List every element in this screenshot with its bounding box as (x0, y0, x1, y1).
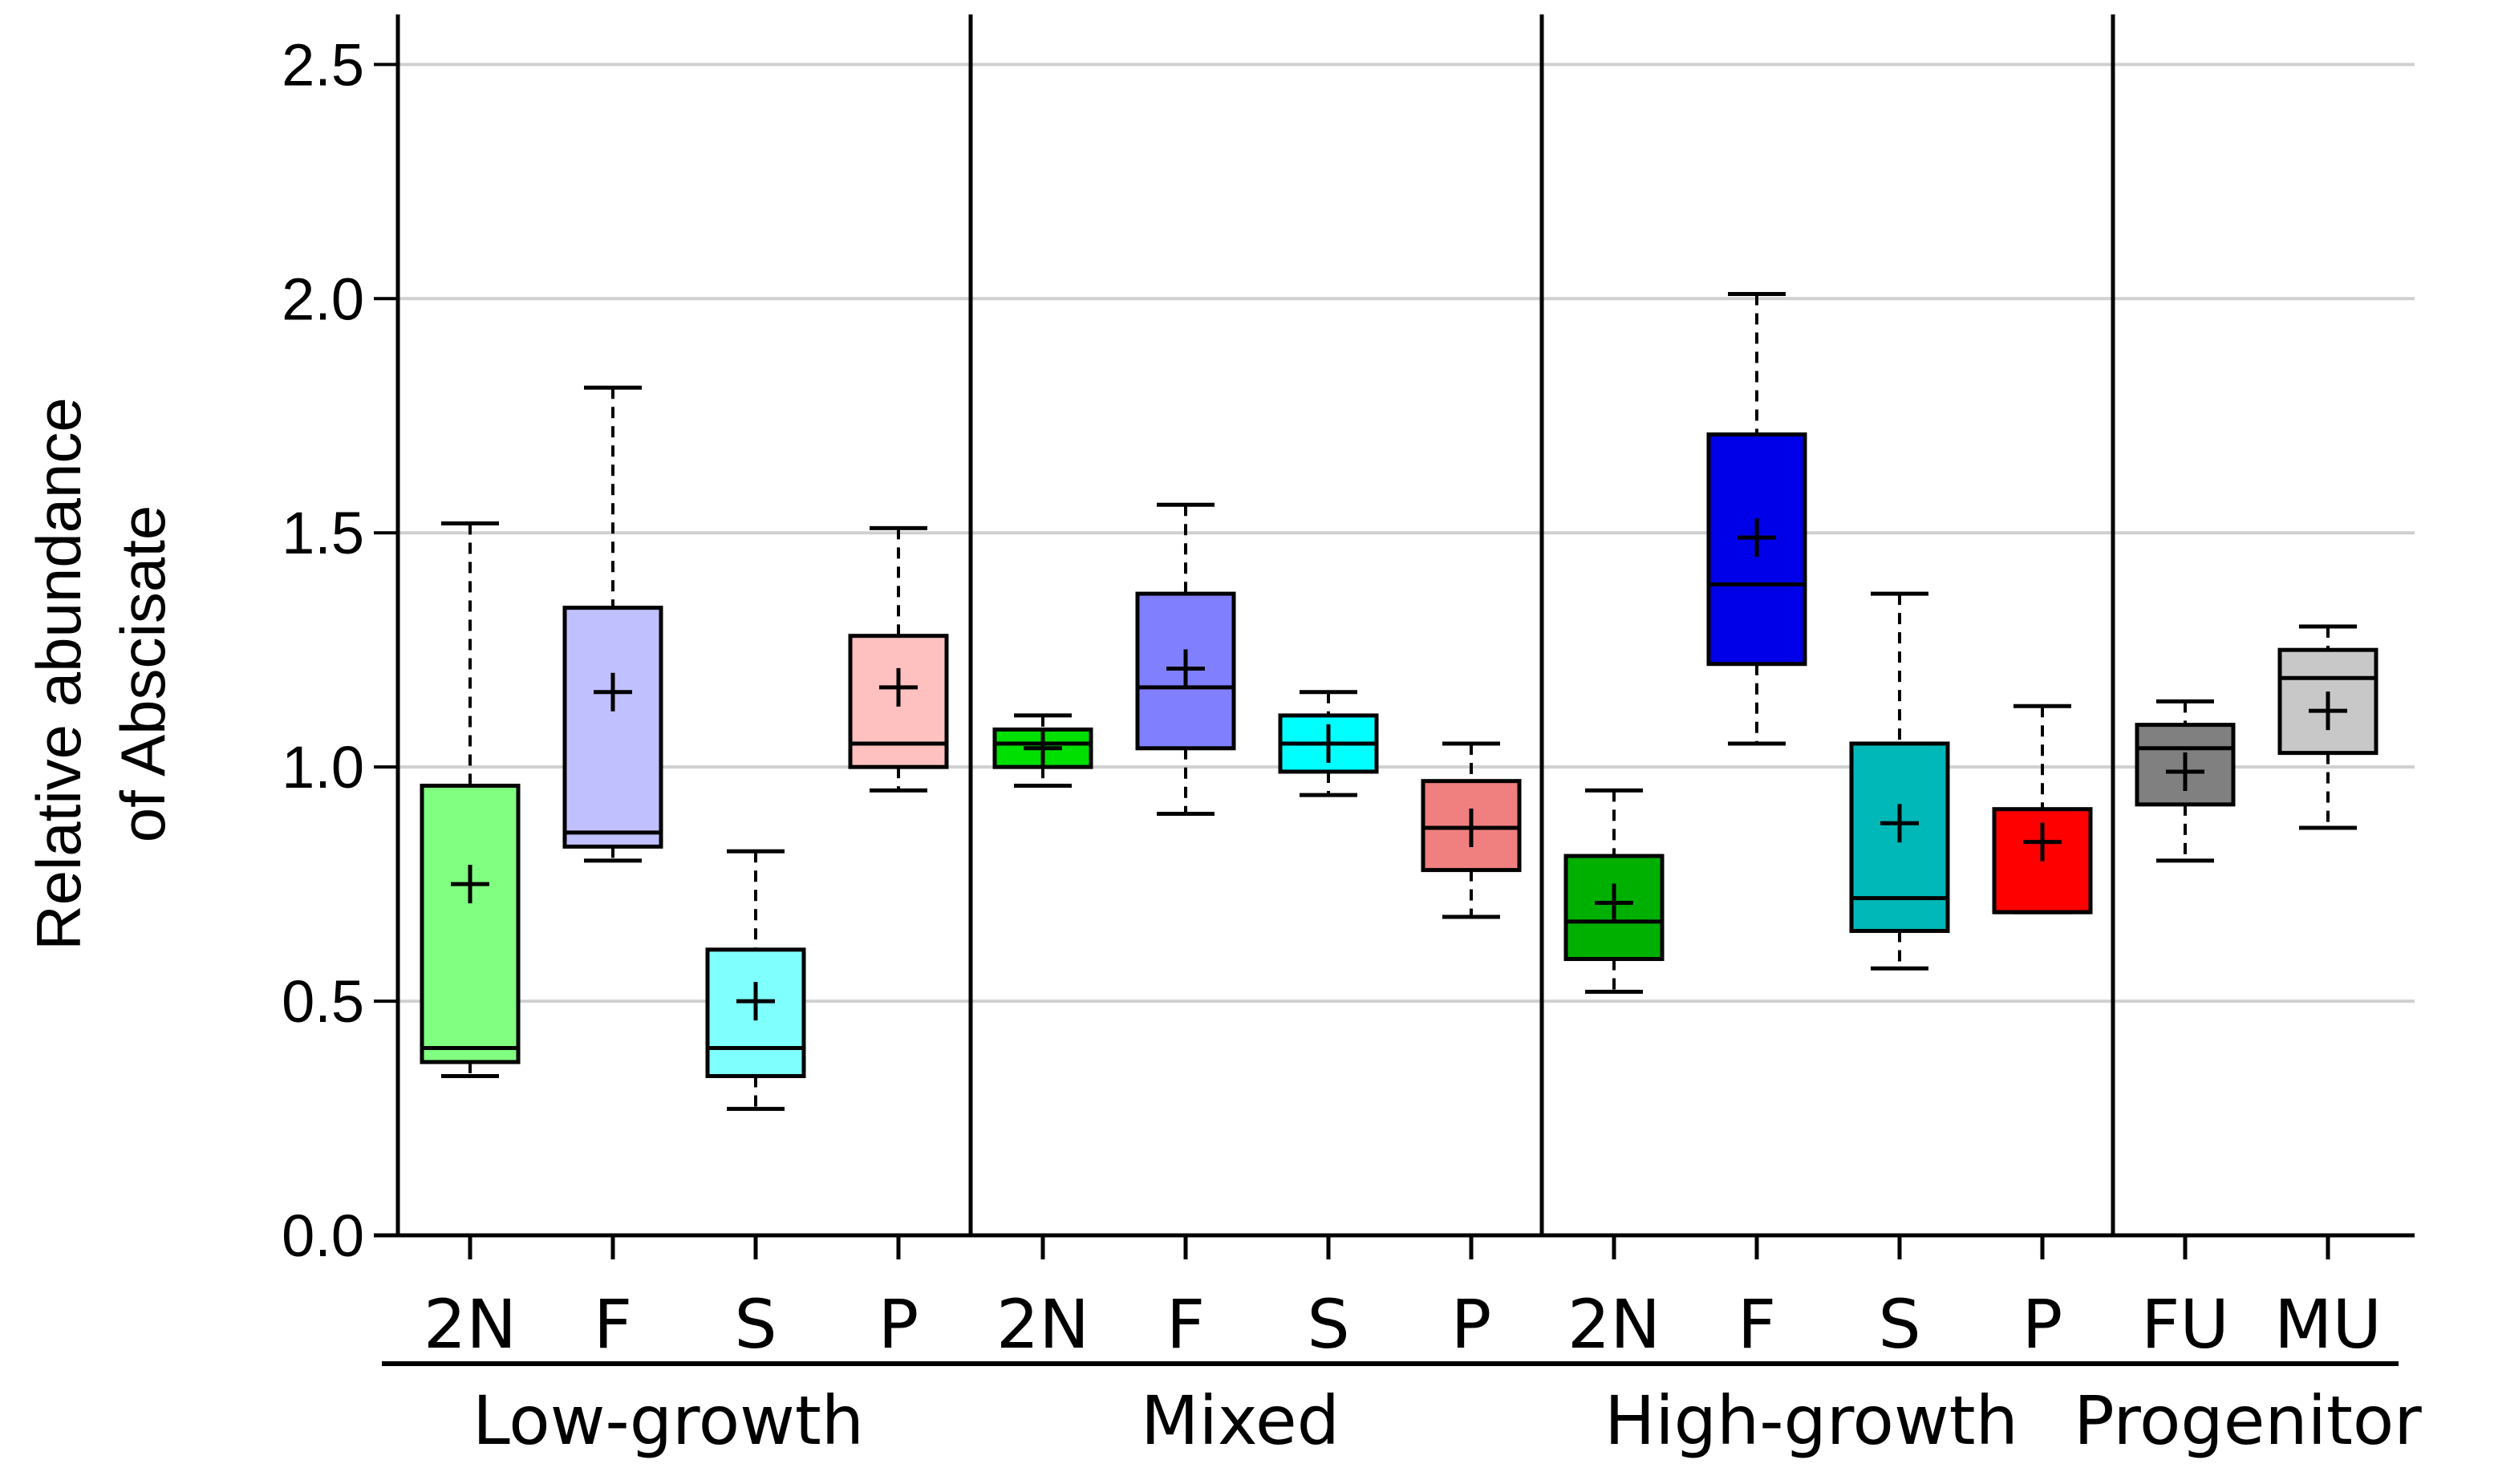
y-tick-label: 0.0 (282, 1202, 364, 1269)
box-layer (420, 291, 2378, 1111)
group-label: High-growth (1604, 1381, 2018, 1460)
category-label: 2N (424, 1285, 517, 1364)
category-label: FU (2141, 1285, 2229, 1364)
category-label: F (1166, 1285, 1205, 1364)
group-label: Progenitor (2074, 1381, 2422, 1460)
category-label: MU (2274, 1285, 2382, 1364)
group-label: Low-growth (472, 1381, 864, 1460)
category-label: P (878, 1285, 919, 1364)
category-label: 2N (996, 1285, 1089, 1364)
axis-layer (374, 14, 2415, 1366)
category-label: P (2022, 1285, 2063, 1364)
category-label: P (1451, 1285, 1492, 1364)
category-label: F (1738, 1285, 1776, 1364)
y-axis-label-line-1: Relative abundance (23, 397, 94, 951)
category-label: S (1878, 1285, 1920, 1364)
y-tick-label: 2.0 (282, 266, 364, 332)
category-label: F (594, 1285, 632, 1364)
group-label: Mixed (1141, 1381, 1340, 1460)
box-iqr (420, 784, 521, 1064)
grid-layer (398, 63, 2415, 1004)
y-tick-label: 1.0 (282, 734, 364, 801)
y-tick-label: 1.5 (282, 500, 364, 566)
y-axis-label-line-2: of Abscisate (107, 505, 178, 843)
y-tick-label: 2.5 (282, 31, 364, 98)
category-label: S (1307, 1285, 1349, 1364)
category-label: 2N (1567, 1285, 1661, 1364)
box-iqr (562, 606, 663, 849)
category-label: S (734, 1285, 777, 1364)
y-tick-label: 0.5 (282, 968, 364, 1035)
